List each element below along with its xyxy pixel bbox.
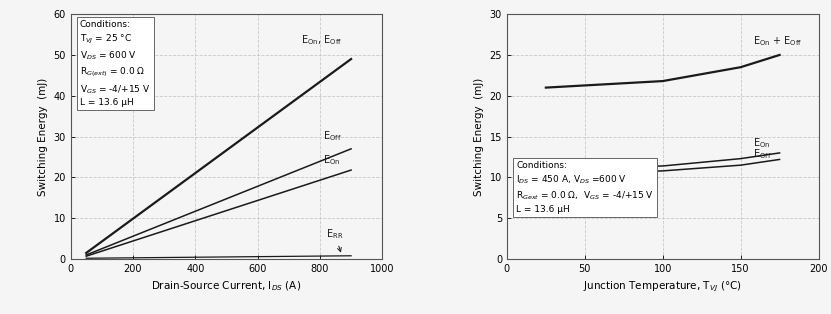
- Y-axis label: Switching Energy  (mJ): Switching Energy (mJ): [38, 78, 48, 196]
- Text: E$_{\mathrm{On}}$, E$_{\mathrm{Off}}$: E$_{\mathrm{On}}$, E$_{\mathrm{Off}}$: [302, 33, 342, 47]
- Text: E$_{\mathrm{Off}}$: E$_{\mathrm{Off}}$: [323, 129, 342, 143]
- X-axis label: Drain-Source Current, I$_{DS}$ (A): Drain-Source Current, I$_{DS}$ (A): [151, 279, 302, 293]
- X-axis label: Junction Temperature, T$_{VJ}$ (°C): Junction Temperature, T$_{VJ}$ (°C): [583, 279, 742, 294]
- Text: E$_{\mathrm{On}}$: E$_{\mathrm{On}}$: [323, 154, 341, 167]
- Text: Conditions:
T$_{VJ}$ = 25 °C
V$_{DS}$ = 600 V
R$_{G(ext)}$ = 0.0 Ω
V$_{GS}$ = -4: Conditions: T$_{VJ}$ = 25 °C V$_{DS}$ = …: [80, 20, 150, 107]
- Y-axis label: Switching Energy  (mJ): Switching Energy (mJ): [474, 78, 484, 196]
- Text: E$_{\mathrm{On}}$ + E$_{\mathrm{Off}}$: E$_{\mathrm{On}}$ + E$_{\mathrm{Off}}$: [753, 35, 802, 48]
- Text: E$_{\mathrm{RR}}$: E$_{\mathrm{RR}}$: [326, 227, 343, 252]
- Text: E$_{\mathrm{On}}$: E$_{\mathrm{On}}$: [753, 136, 770, 150]
- Text: E$_{\mathrm{Off}}$: E$_{\mathrm{Off}}$: [753, 147, 772, 161]
- Text: Conditions:
I$_{DS}$ = 450 A, V$_{DS}$ =600 V
R$_{G ext}$ = 0.0 Ω,  V$_{GS}$ = -: Conditions: I$_{DS}$ = 450 A, V$_{DS}$ =…: [516, 161, 654, 214]
